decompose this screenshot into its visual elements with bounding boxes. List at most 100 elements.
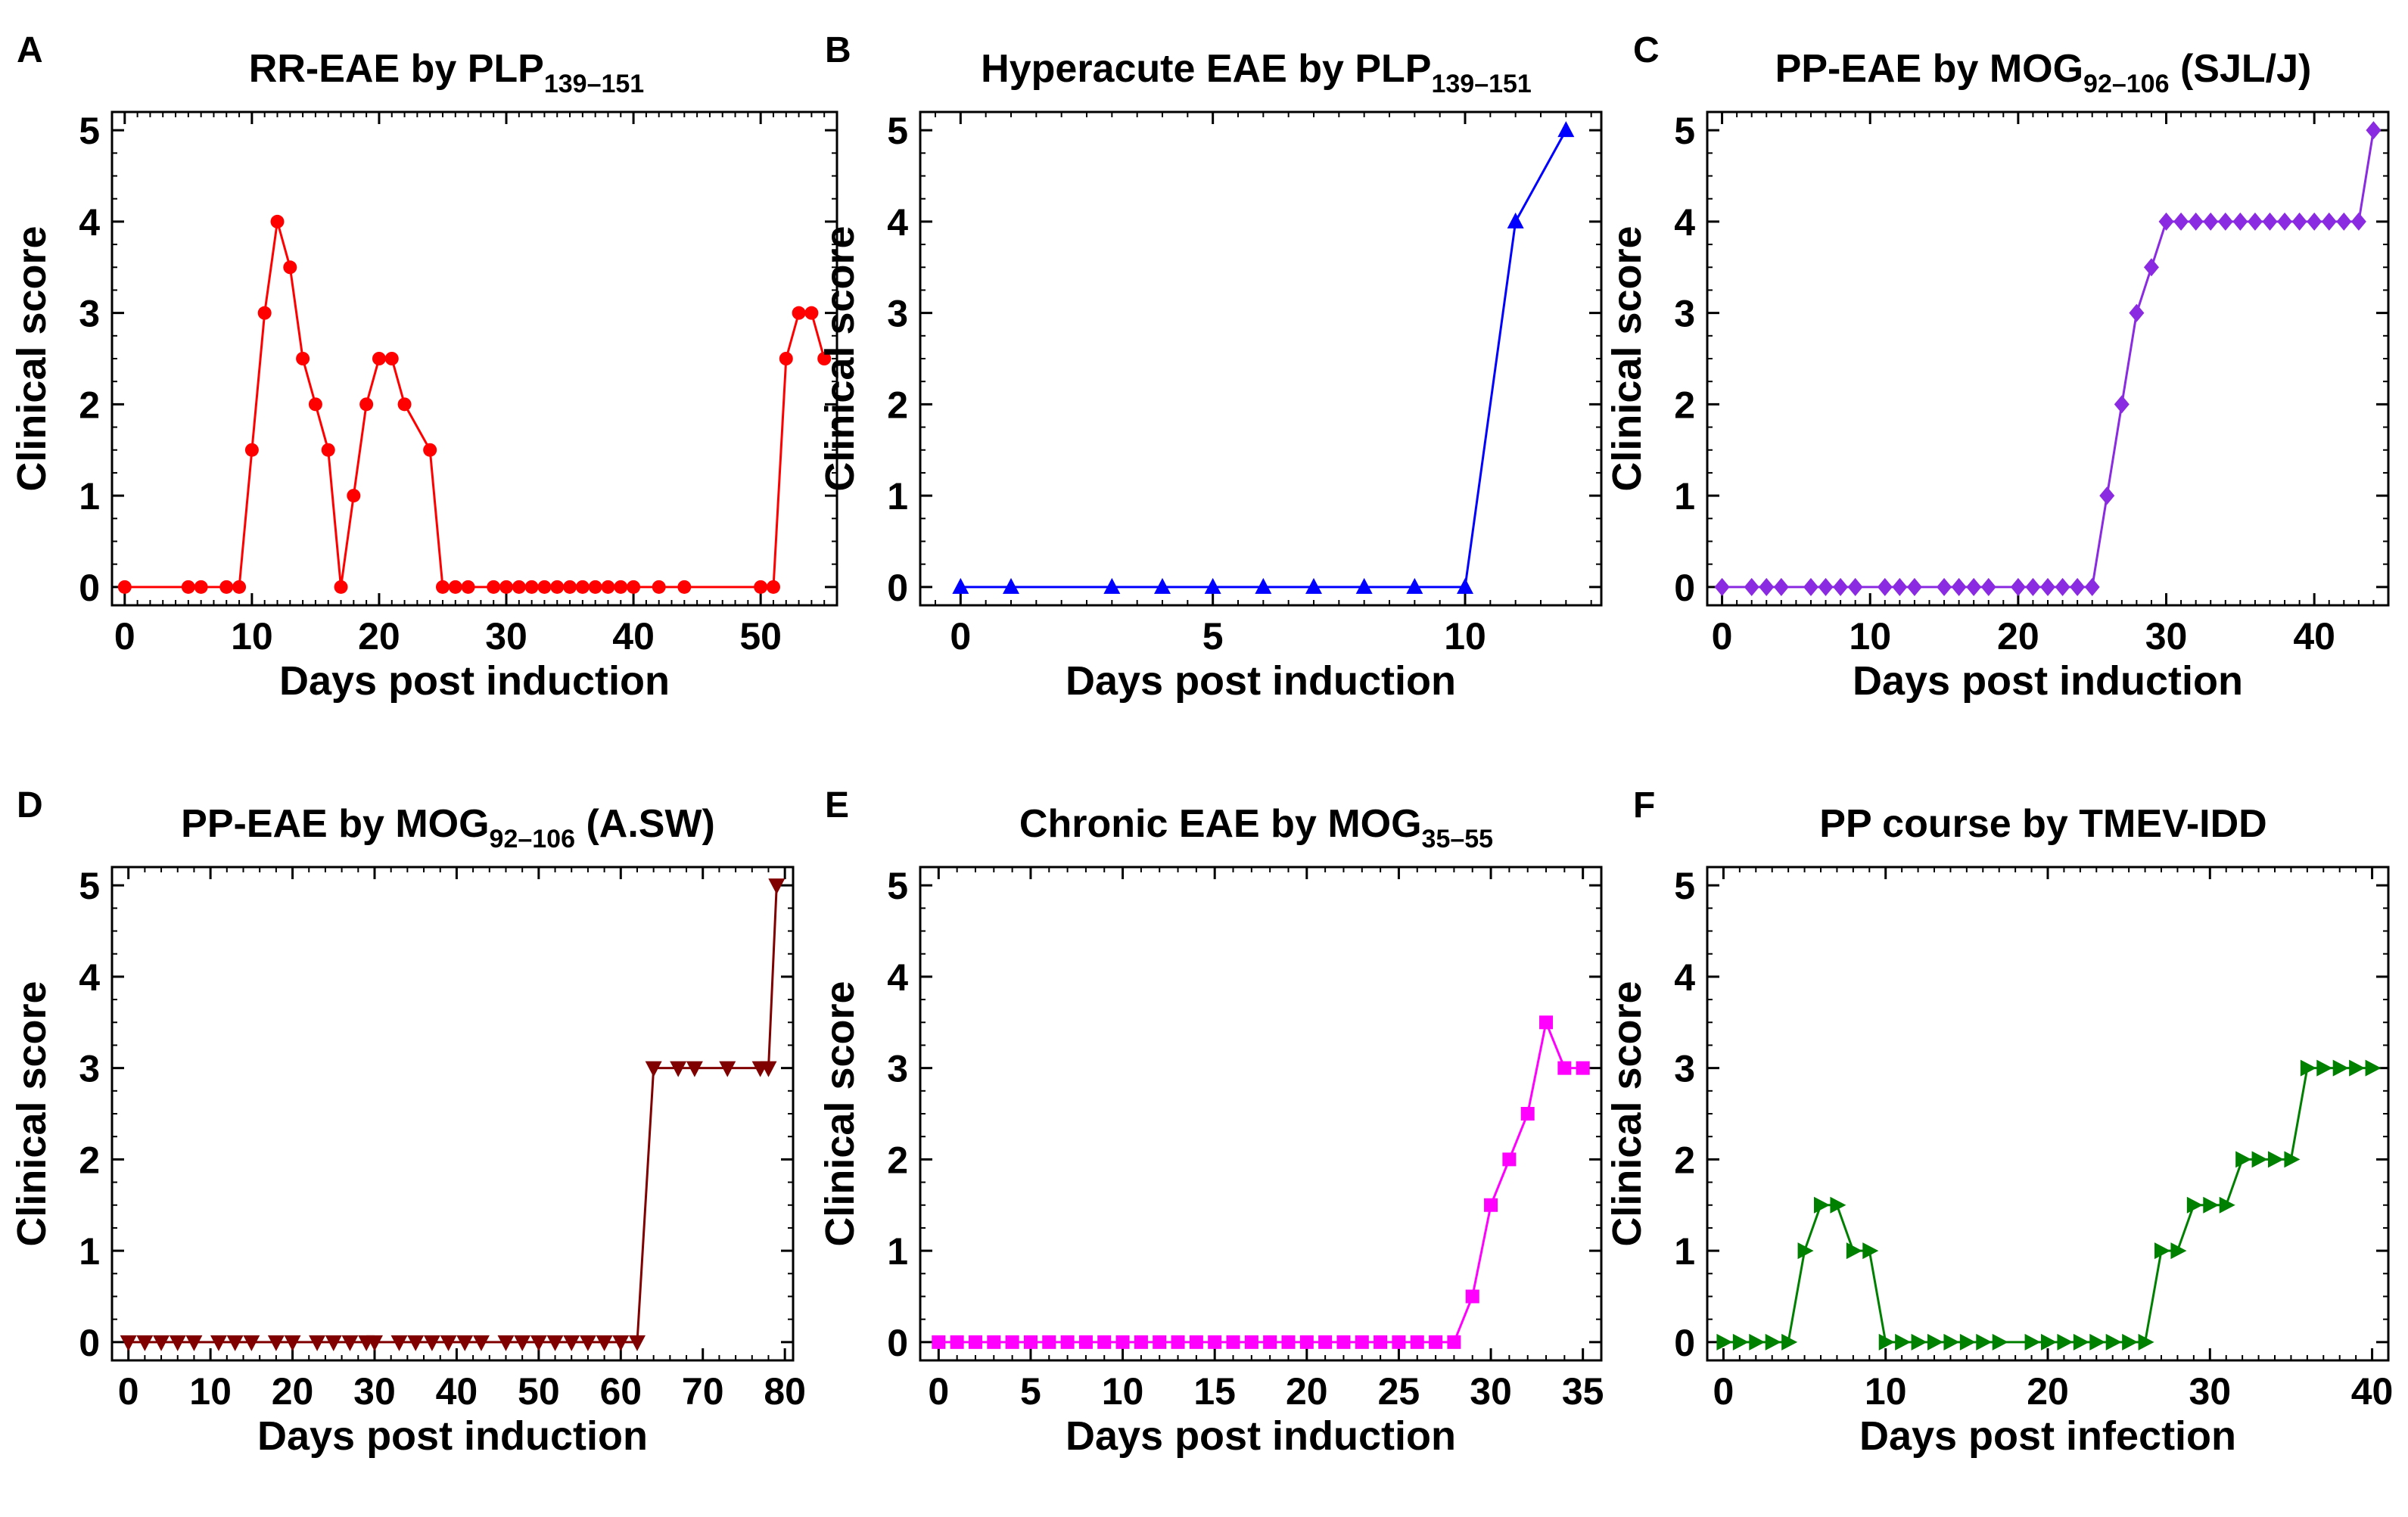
data-point [1355,577,1373,594]
data-point [2154,1242,2170,1260]
data-point [2025,577,2041,596]
x-tick-label: 60 [599,1370,642,1413]
y-tick-label: 2 [887,384,908,426]
series-line [960,129,1567,589]
data-point [1097,1335,1112,1349]
data-point [2349,1059,2366,1077]
y-tick-label: 5 [1674,865,1695,907]
y-axis-label: Clinical score [9,225,54,491]
data-point [1305,577,1322,594]
data-point [579,1335,596,1351]
data-point [987,1335,1001,1349]
data-point [686,1061,703,1077]
data-point [2247,212,2263,231]
x-tick-label: 15 [1193,1370,1236,1413]
data-point [1557,1061,1572,1075]
series-line [124,221,826,589]
data-point [296,352,310,365]
data-point [2268,1151,2284,1168]
x-axis-label: Days post induction [1066,1413,1456,1459]
title-subscript: 92–106 [490,825,575,853]
data-point [2089,1333,2106,1351]
y-tick-label: 4 [1674,201,1695,244]
title-tail: (SJL/J) [2170,47,2312,91]
y-tick-label: 3 [1674,293,1695,335]
x-tick-label: 10 [1102,1370,1144,1413]
data-point [1392,1335,1406,1349]
data-point [2041,1333,2057,1351]
y-tick-label: 0 [887,567,908,609]
data-point [1797,1242,1814,1260]
data-point [1803,577,1818,596]
data-point [1959,1333,1976,1351]
data-point [267,1335,285,1351]
data-point [2114,395,2130,414]
title-main: PP-EAE by MOG [181,802,489,846]
data-point [2277,212,2293,231]
data-point [2170,1242,2187,1260]
data-point [1226,1335,1240,1349]
x-tick-label: 30 [2145,615,2188,657]
title-subscript: 139–151 [544,70,644,98]
panel-title: Hyperacute EAE by PLP139–151 [981,47,1532,98]
y-tick-label: 1 [1674,475,1695,518]
data-point [1966,577,1982,596]
panel-a: A RR-EAE by PLP139–151 0 10 20 30 40 50 0 1 2 3 4 5 Da… [9,30,838,704]
y-tick-label: 3 [79,1048,100,1090]
data-point [1943,1333,1960,1351]
data-point [2024,1333,2041,1351]
data-point [1557,121,1575,138]
data-point [952,577,969,594]
data-point [2219,1196,2235,1214]
x-axis-label: Days post induction [1066,658,1456,704]
x-tick-label: 10 [1865,1370,1907,1413]
y-tick-label: 0 [79,567,100,609]
data-point [2129,303,2145,322]
data-point [181,580,195,594]
data-point [546,1335,564,1351]
data-point [677,580,692,594]
data-point [2040,577,2055,596]
y-tick-label: 1 [79,1230,100,1273]
data-point [1336,1335,1351,1349]
data-point [284,1335,301,1351]
data-point [627,580,641,594]
data-point [153,1335,170,1351]
y-tick-label: 5 [1674,110,1695,152]
panel-letter: D [17,785,43,825]
data-point [308,397,322,412]
data-point [2365,1059,2382,1077]
data-point [1005,1335,1019,1349]
data-point [1042,1335,1056,1349]
data-point [2055,577,2070,596]
y-axis-label: Clinical score [817,225,863,491]
data-point [347,489,361,503]
data-point [1263,1335,1277,1349]
y-tick-label: 4 [1674,956,1695,999]
data-point [1255,577,1272,594]
data-point [2138,1333,2154,1351]
panel-c: C PP-EAE by MOG92–106 (SJL/J) 0 10 20 30 40 0 1 2… [1604,30,2390,704]
data-point [390,1335,408,1351]
data-point [2186,1196,2203,1214]
data-point [1060,1335,1075,1349]
data-point [1911,1333,1927,1351]
title-main: Chronic EAE by MOG [1019,802,1422,846]
y-tick-label: 4 [887,201,908,244]
data-point [968,1335,982,1349]
data-point [2143,258,2159,277]
data-point [1818,577,1834,596]
data-point [2084,577,2100,596]
x-tick-label: 0 [1712,615,1733,657]
plot-frame [110,866,795,1362]
data-point [257,306,272,320]
series-line [128,885,778,1344]
data-point [514,1335,531,1351]
data-point [2232,212,2248,231]
plot-frame [110,110,838,607]
x-tick-label: 80 [764,1370,806,1413]
data-point [1716,1333,1733,1351]
data-point [932,1335,946,1349]
y-tick-label: 2 [1674,384,1695,426]
